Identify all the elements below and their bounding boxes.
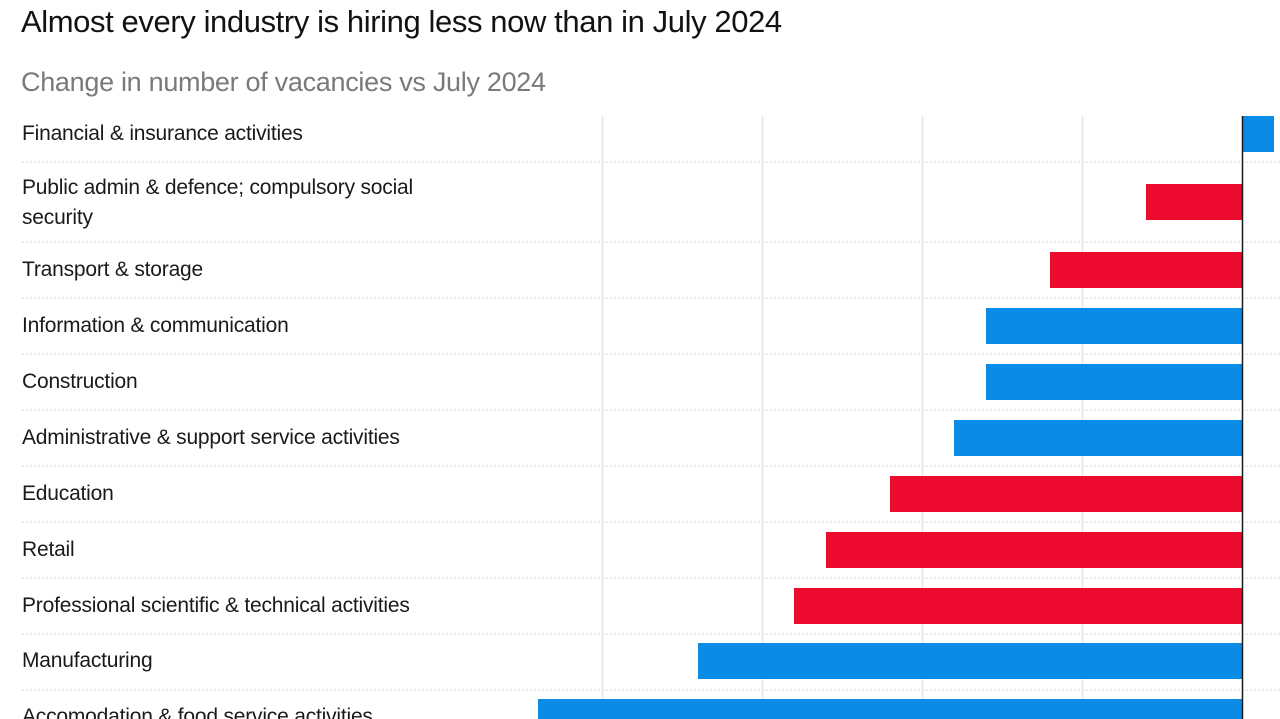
category-label-10: Manufacturing — [22, 649, 152, 672]
category-label-6: Administrative & support service activit… — [22, 426, 400, 449]
bar-10 — [698, 643, 1242, 679]
category-label-line: Accomodation & food service activities — [22, 705, 373, 719]
bar-2 — [1146, 184, 1242, 220]
chart-subtitle: Change in number of vacancies vs July 20… — [21, 67, 546, 97]
category-label-line: Transport & storage — [22, 258, 203, 281]
row-separators — [22, 161, 1280, 691]
category-label-5: Construction — [22, 370, 138, 393]
category-label-line: Education — [22, 482, 114, 505]
bar-8 — [826, 532, 1242, 568]
bar-1 — [1242, 116, 1274, 152]
gridlines — [601, 116, 1084, 719]
category-label-7: Education — [22, 482, 114, 505]
category-label-line: Public admin & defence; compulsory socia… — [22, 176, 413, 199]
category-label-line: security — [22, 206, 93, 229]
category-label-line: Manufacturing — [22, 649, 152, 672]
bar-5 — [986, 364, 1242, 400]
category-label-1: Financial & insurance activities — [22, 122, 303, 145]
bar-4 — [986, 308, 1242, 344]
category-label-line: Administrative & support service activit… — [22, 426, 400, 449]
bars — [538, 116, 1274, 719]
category-label-line: Professional scientific & technical acti… — [22, 594, 410, 617]
bar-6 — [954, 420, 1242, 456]
chart-title: Almost every industry is hiring less now… — [21, 4, 782, 39]
category-label-line: Construction — [22, 370, 138, 393]
bar-7 — [890, 476, 1242, 512]
category-label-line: Financial & insurance activities — [22, 122, 303, 145]
category-label-9: Professional scientific & technical acti… — [22, 594, 410, 617]
category-label-line: Retail — [22, 538, 75, 561]
bar-3 — [1050, 252, 1242, 288]
category-labels: Financial & insurance activities Public a… — [22, 122, 413, 719]
category-label-line: Information & communication — [22, 314, 289, 337]
bar-11 — [538, 699, 1242, 719]
category-label-2: Public admin & defence; compulsory socia… — [22, 176, 413, 229]
category-label-11: Accomodation & food service activities — [22, 705, 373, 719]
category-label-3: Transport & storage — [22, 258, 203, 281]
category-label-8: Retail — [22, 538, 75, 561]
category-label-4: Information & communication — [22, 314, 289, 337]
bar-9 — [794, 588, 1242, 624]
